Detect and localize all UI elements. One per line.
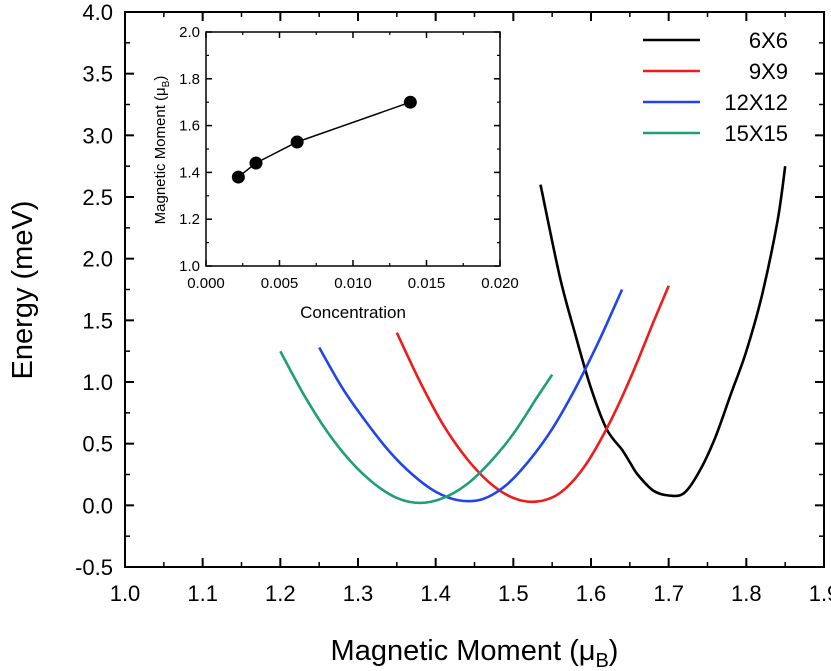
inset-y-tick-label: 1.0 bbox=[179, 258, 200, 275]
x-tick-label: 1.4 bbox=[420, 581, 451, 606]
inset-y-axis-title: Magnetic Moment (μB) bbox=[152, 76, 172, 225]
y-tick-label: 2.0 bbox=[82, 247, 113, 272]
y-axis-title: Energy (meV) bbox=[7, 201, 39, 380]
inset-data-point bbox=[403, 95, 417, 109]
x-tick-label: 1.8 bbox=[731, 581, 762, 606]
inset-x-tick-label: 0.015 bbox=[408, 275, 446, 292]
y-tick-label: 2.5 bbox=[82, 185, 113, 210]
x-tick-label: 1.1 bbox=[187, 581, 218, 606]
inset-x-tick-label: 0.010 bbox=[334, 275, 372, 292]
series-line-6X6 bbox=[539, 166, 787, 498]
x-tick-label: 1.5 bbox=[498, 581, 529, 606]
x-tick-label: 1.2 bbox=[265, 581, 296, 606]
x-tick-label: 1.6 bbox=[576, 581, 607, 606]
inset-data-point bbox=[290, 135, 304, 149]
y-tick-label: 1.5 bbox=[82, 308, 113, 333]
inset-x-tick-label: 0.005 bbox=[261, 275, 299, 292]
inset-x-axis-title: Concentration bbox=[300, 303, 406, 322]
legend-label-12X12: 12X12 bbox=[724, 90, 788, 115]
inset-series-line bbox=[237, 101, 411, 178]
inset-y-tick-label: 1.4 bbox=[179, 164, 200, 181]
y-tick-label: 3.0 bbox=[82, 123, 113, 148]
y-tick-label: 1.0 bbox=[82, 370, 113, 395]
x-tick-label: 1.7 bbox=[653, 581, 684, 606]
y-tick-label: 3.5 bbox=[82, 62, 113, 87]
x-tick-label: 1.3 bbox=[343, 581, 374, 606]
y-tick-label: 4.0 bbox=[82, 0, 113, 25]
series-line-9X9 bbox=[395, 285, 670, 504]
x-tick-label: 1.0 bbox=[110, 581, 141, 606]
inset-plot: 0.000 0.005 0.010 0.015 0.020 1.0 1.2 1.4 1.6 1.8… bbox=[152, 24, 519, 322]
inset-data-point bbox=[249, 156, 263, 170]
main-plot: 1.0 1.1 1.2 1.3 1.4 1.5 1.6 1.7 1.8 1.9 -0.5 0.0 0.5… bbox=[7, 0, 831, 671]
x-tick-label: 1.9 bbox=[809, 581, 831, 606]
series-line-15X15 bbox=[279, 350, 554, 505]
plot-frame bbox=[124, 11, 825, 568]
legend-label-15X15: 15X15 bbox=[724, 121, 788, 146]
x-axis-title: Magnetic Moment (μB) bbox=[331, 635, 619, 671]
y-tick-label: 0.0 bbox=[82, 493, 113, 518]
inset-x-tick-label: 0.020 bbox=[481, 275, 519, 292]
inset-y-tick-label: 1.8 bbox=[179, 71, 200, 88]
y-tick-label: -0.5 bbox=[75, 555, 113, 580]
inset-background bbox=[206, 32, 500, 266]
inset-y-tick-label: 1.2 bbox=[179, 211, 200, 228]
legend-label-9X9: 9X9 bbox=[749, 59, 788, 84]
series-line-12X12 bbox=[318, 288, 624, 503]
inset-x-tick-label: 0.000 bbox=[187, 275, 225, 292]
inset-y-tick-label: 2.0 bbox=[179, 24, 200, 41]
inset-y-tick-label: 1.6 bbox=[179, 118, 200, 135]
legend-label-6X6: 6X6 bbox=[749, 28, 788, 53]
y-tick-label: 0.5 bbox=[82, 432, 113, 457]
inset-frame bbox=[205, 31, 501, 267]
inset-data-point bbox=[231, 170, 245, 184]
